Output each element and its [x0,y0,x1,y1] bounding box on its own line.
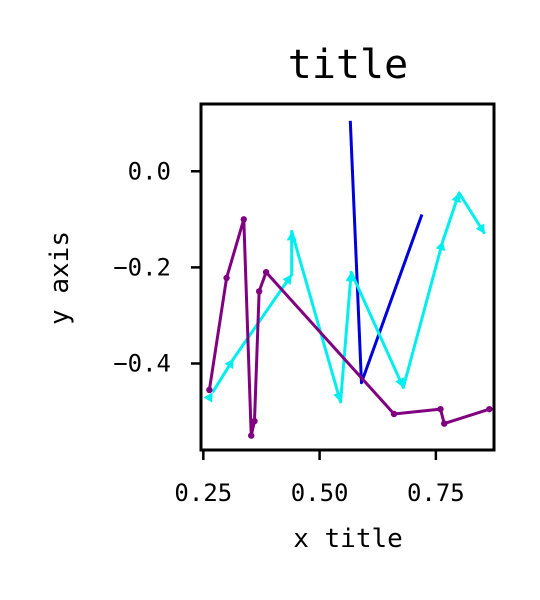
series-3-point [262,268,270,276]
x-tick-label: 0.50 [291,479,349,507]
series-2-marker [286,231,297,241]
series-3-point [251,417,258,425]
series-2-marker [203,392,213,403]
series-3-point [390,410,398,418]
series-2-marker [475,223,485,234]
y-tick-label: 0.0 [128,157,171,185]
series-3-line [207,217,490,438]
series-2-marker [345,272,356,282]
series-2-marker [435,240,446,251]
y-axis-ticks: 0.0 −0.2 −0.4 [113,157,201,378]
series-2-marker [224,358,234,369]
series-2-marker [333,391,343,402]
series-3-point [240,216,247,223]
series-1-line [348,120,424,385]
series-2-marker [451,192,461,204]
x-tick-label: 0.75 [407,479,465,507]
plot-marks [203,120,493,439]
series-2-line [211,191,486,404]
y-axis-label: y axis [45,231,75,325]
series-3-point [248,432,255,439]
x-tick-label: 0.25 [174,479,232,507]
series-3-point [486,405,493,413]
y-tick-label: −0.2 [113,253,171,281]
series-3-point [437,405,444,413]
series-3-point [223,274,230,282]
series-3-point [255,288,263,295]
y-tick-label: −0.4 [113,350,171,378]
x-axis-label: x title [293,524,403,554]
plot-frame [199,102,496,452]
series-2-marker [395,377,405,388]
series-3-point [441,420,448,427]
series-3-point [206,386,213,394]
x-axis-ticks: 0.25 0.50 0.75 [174,450,465,507]
chart-title: title [288,42,408,88]
series-2-marker [282,274,292,285]
